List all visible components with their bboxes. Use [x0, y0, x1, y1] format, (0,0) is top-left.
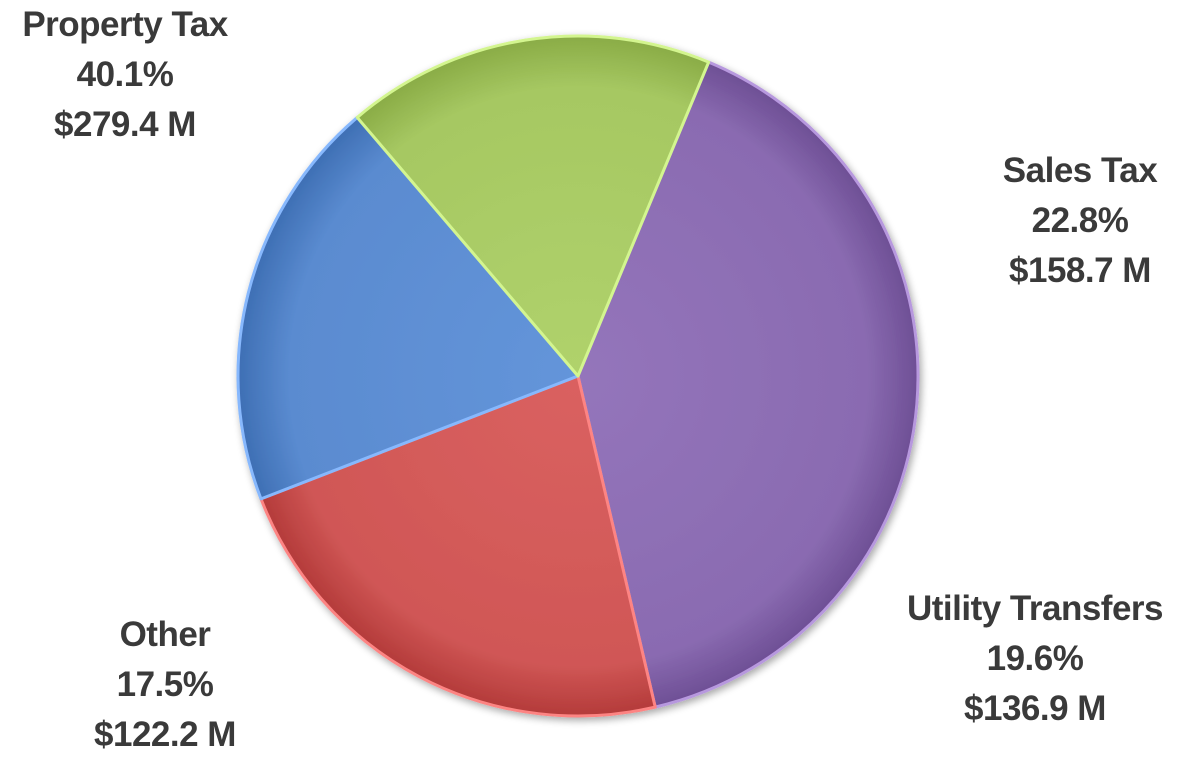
- pie-slice-property-tax: [576, 60, 920, 709]
- slice-label-utility-transfers: Utility Transfers 19.6% $136.9 M: [890, 584, 1177, 734]
- slice-name-property-tax: Property Tax: [22, 5, 228, 44]
- slice-label-sales-tax: Sales Tax 22.8% $158.7 M: [960, 146, 1177, 296]
- slice-label-property-tax: Property Tax 40.1% $279.4 M: [5, 0, 245, 150]
- pie-slice-other: [355, 34, 711, 378]
- slice-percent-other: 17.5%: [116, 665, 214, 704]
- slice-percent-property-tax: 40.1%: [76, 55, 174, 94]
- slice-label-other: Other 17.5% $122.2 M: [45, 610, 285, 760]
- slice-name-utility-transfers: Utility Transfers: [906, 589, 1164, 628]
- slice-percent-utility-transfers: 19.6%: [986, 639, 1084, 678]
- slice-name-sales-tax: Sales Tax: [1002, 151, 1158, 190]
- pie-slices: [236, 34, 920, 718]
- slice-value-other: $122.2 M: [94, 715, 236, 754]
- slice-value-property-tax: $279.4 M: [54, 105, 196, 144]
- slice-value-sales-tax: $158.7 M: [1009, 251, 1151, 290]
- slice-name-other: Other: [119, 615, 211, 654]
- pie-slice-utility-transfers: [236, 115, 580, 501]
- slice-value-utility-transfers: $136.9 M: [964, 689, 1106, 728]
- slice-percent-sales-tax: 22.8%: [1031, 201, 1129, 240]
